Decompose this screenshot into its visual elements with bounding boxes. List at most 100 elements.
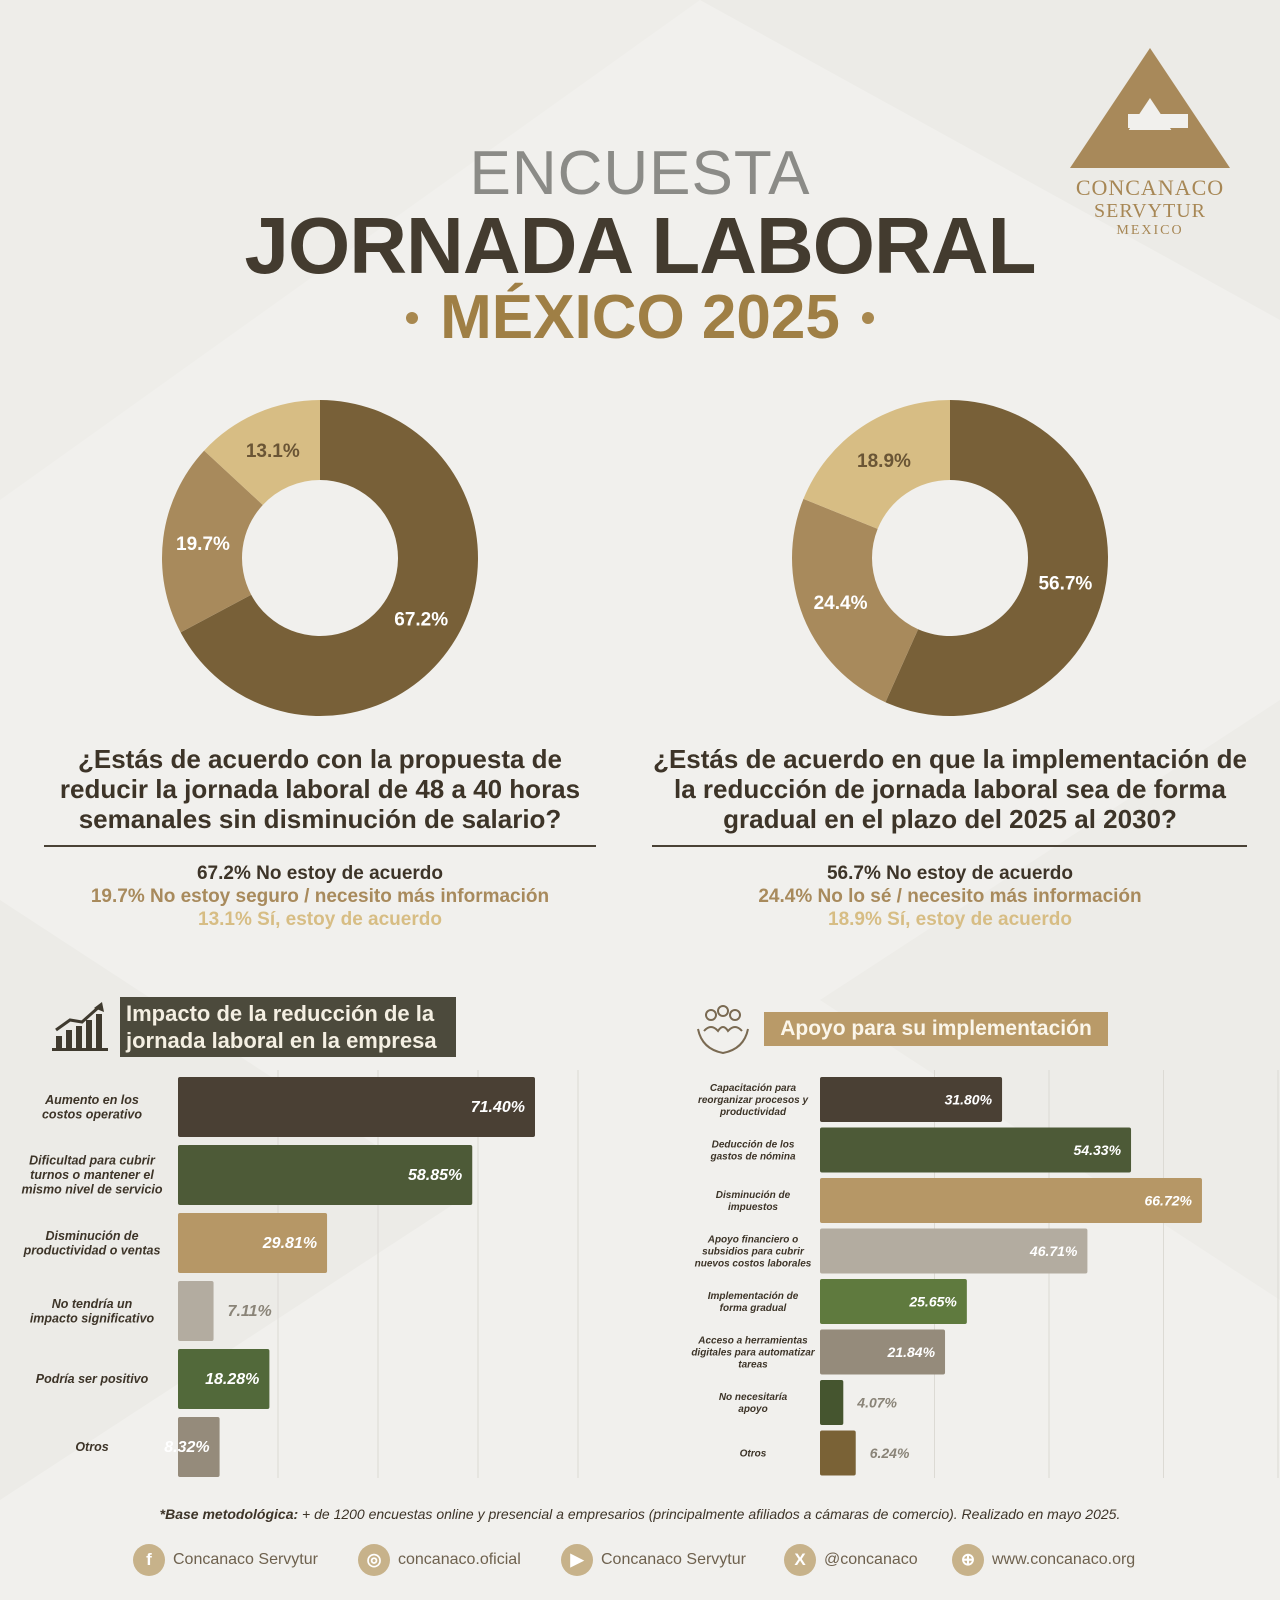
impact-category-label-1: costos operativo	[42, 1107, 142, 1121]
support-bar-7	[820, 1380, 844, 1425]
impact-category-label-2: Dificultad para cubrir	[29, 1154, 156, 1168]
support-bar-4	[820, 1228, 1088, 1274]
social-youtube-text: Concanaco Servytur	[601, 1551, 746, 1568]
support-value-label-6: 21.84%	[887, 1344, 936, 1360]
impact-value-label-4: 7.11%	[228, 1303, 272, 1320]
support-value-label-7: 4.07%	[856, 1395, 897, 1411]
social-x[interactable]: X @concanaco	[784, 1544, 918, 1576]
bar-chart-support: 31.80% Capacitación para reorganizar proce…	[640, 1070, 1280, 1480]
social-instagram[interactable]: ◎ concanaco.oficial	[358, 1544, 521, 1576]
support-bar-2	[820, 1127, 1132, 1173]
support-category-label-4: subsidios para cubrir	[702, 1246, 805, 1257]
logo-text-concanaco: CONCANACO	[1075, 175, 1225, 200]
support-category-label-6: tareas	[738, 1359, 768, 1370]
support-bar-3	[820, 1178, 1202, 1223]
impact-category-label-6: Otros	[75, 1440, 108, 1454]
support-value-label-4: 46.71%	[1029, 1243, 1078, 1259]
section-impact-title-line1: Impacto de la reducción de la	[126, 1001, 435, 1026]
donut2-slice-3	[803, 400, 950, 529]
donut2-slice-2	[792, 498, 919, 703]
impact-bar-1	[178, 1077, 535, 1137]
support-category-label-1: productividad	[719, 1107, 787, 1118]
section-support-title: Apoyo para su implementación	[764, 1012, 1108, 1046]
impact-value-label-5: 18.28%	[205, 1371, 259, 1388]
support-category-label-5: Implementación de	[708, 1291, 799, 1302]
support-value-label-2: 54.33%	[1074, 1142, 1122, 1158]
impact-value-label-6: 8.32%	[164, 1439, 209, 1456]
bar-chart-impact: 71.40% Aumento en los costos operativo 58.8…	[0, 1070, 640, 1480]
impact-category-label-4: No tendría un	[52, 1297, 133, 1311]
header-subtitle-text: MÉXICO 2025	[440, 283, 840, 352]
survey1-divider	[44, 845, 596, 847]
header-encuesta: ENCUESTA	[469, 139, 811, 208]
support-category-label-6: Acceso a herramientas	[697, 1335, 808, 1346]
social-facebook[interactable]: f Concanaco Servytur	[133, 1544, 318, 1576]
survey1-answer-1: 67.2% No estoy de acuerdo	[196, 863, 444, 884]
support-hands-icon	[697, 1005, 749, 1055]
impact-bar-5	[178, 1349, 270, 1409]
survey2-answers: 56.7% No estoy de acuerdo 24.4% No lo sé…	[650, 862, 1250, 931]
donut2-label-3: 18.9%	[857, 451, 911, 472]
support-category-label-4: nuevos costos laborales	[695, 1258, 812, 1269]
social-x-text: @concanaco	[824, 1551, 918, 1568]
section-impact-title: Impacto de la reducción de la jornada la…	[120, 997, 456, 1057]
survey2-answer-3: 18.9% Sí, estoy de acuerdo	[828, 909, 1072, 930]
logo-text-mexico: MEXICO	[1116, 223, 1184, 238]
concanaco-logo-icon	[1070, 48, 1230, 168]
support-bar-5	[820, 1279, 967, 1324]
donut1-slice-2	[162, 450, 263, 633]
section-impact-title-line2: jornada laboral en la empresa	[126, 1028, 437, 1053]
support-value-label-3: 66.72%	[1144, 1193, 1192, 1209]
header-title: JORNADA LABORAL	[244, 201, 1037, 290]
impact-category-label-2: mismo nivel de servicio	[21, 1183, 162, 1197]
impact-bar-6	[178, 1417, 220, 1477]
bullet-dot-left	[406, 311, 419, 324]
support-value-label-5: 25.65%	[908, 1294, 957, 1310]
donut1-label-1: 67.2%	[394, 610, 448, 631]
survey2-question: ¿Estás de acuerdo en que la implementaci…	[653, 744, 1247, 834]
social-youtube[interactable]: ▶ Concanaco Servytur	[561, 1544, 746, 1576]
social-website[interactable]: ⊕ www.concanaco.org	[952, 1544, 1135, 1576]
donut1-label-3: 13.1%	[246, 441, 300, 462]
support-category-label-2: Deducción de los	[712, 1139, 795, 1150]
donut-chart-1: 67.2% 19.7% 13.1%	[162, 400, 478, 716]
support-category-label-5: forma gradual	[720, 1303, 787, 1314]
social-instagram-text: concanaco.oficial	[398, 1551, 521, 1568]
donut2-slice-1	[885, 400, 1108, 716]
survey1-answer-2: 19.7% No estoy seguro / necesito más inf…	[90, 886, 550, 907]
support-bar-6	[820, 1329, 946, 1375]
methodology-text: + de 1200 encuestas online y presencial …	[298, 1506, 1121, 1522]
donut2-label-1: 56.7%	[1038, 574, 1092, 595]
support-category-label-8: Otros	[740, 1448, 767, 1459]
survey1-answers: 67.2% No estoy de acuerdo 19.7% No estoy…	[30, 862, 610, 931]
support-bar-8	[820, 1430, 856, 1476]
social-facebook-text: Concanaco Servytur	[173, 1551, 318, 1568]
support-category-label-3: Disminución de	[716, 1190, 791, 1201]
bullet-dot-right	[861, 311, 874, 324]
support-category-label-6: digitales para automatizar	[691, 1347, 815, 1358]
instagram-icon: ◎	[358, 1544, 390, 1576]
impact-category-label-3: productividad o ventas	[23, 1243, 161, 1257]
support-category-label-3: impuestos	[728, 1202, 778, 1213]
survey2-divider	[652, 845, 1247, 847]
support-value-label-8: 6.24%	[870, 1445, 910, 1461]
methodology-bold: *Base metodológica:	[159, 1506, 299, 1522]
impact-value-label-2: 58.85%	[408, 1167, 462, 1184]
impact-value-label-3: 29.81%	[262, 1235, 317, 1252]
support-category-label-7: No necesitaría	[719, 1392, 788, 1403]
impact-bar-3	[178, 1213, 328, 1273]
header-subtitle: MÉXICO 2025	[0, 282, 1280, 353]
impact-bar-2	[178, 1145, 473, 1205]
methodology-note: *Base metodológica: + de 1200 encuestas …	[0, 1506, 1280, 1522]
impact-category-label-2: turnos o mantener el	[30, 1168, 154, 1182]
globe-icon: ⊕	[952, 1544, 984, 1576]
support-category-label-1: Capacitación para	[710, 1083, 797, 1094]
donut1-slice-1	[180, 400, 478, 716]
survey2-answer-1: 56.7% No estoy de acuerdo	[826, 863, 1074, 884]
support-category-label-7: apoyo	[738, 1404, 767, 1415]
impact-category-label-1: Aumento en los	[44, 1093, 139, 1107]
donut-chart-2: 56.7% 24.4% 18.9%	[792, 400, 1108, 716]
social-website-text: www.concanaco.org	[992, 1551, 1136, 1568]
facebook-icon: f	[133, 1544, 165, 1576]
